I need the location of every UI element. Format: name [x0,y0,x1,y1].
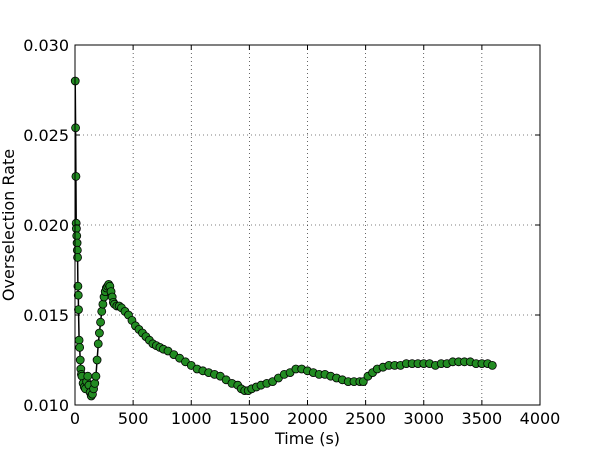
x-tick-label: 3000 [403,409,444,428]
data-point [75,342,85,352]
data-series [70,76,497,401]
x-tick-label: 4000 [520,409,561,428]
data-point [73,290,83,300]
x-tick-label: 3500 [462,409,503,428]
data-point [96,317,105,327]
y-tick-label: 0.020 [23,216,69,235]
data-point [72,238,82,248]
x-tick-label: 1000 [171,409,212,428]
gridlines [75,45,540,405]
data-point [72,231,82,241]
data-point [487,360,497,370]
data-point [71,123,80,133]
data-point [90,378,100,388]
data-point [71,171,81,181]
y-tick-label: 0.015 [23,306,69,325]
data-point [74,305,83,315]
data-point [83,371,93,381]
x-tick-label: 2000 [287,409,328,428]
y-tick-label: 0.010 [23,396,69,415]
data-point [92,355,102,365]
data-point [91,371,101,381]
y-tick-label: 0.030 [23,36,69,55]
x-tick-label: 2500 [345,409,386,428]
data-point [75,355,85,365]
x-tick-label: 500 [118,409,149,428]
data-point [93,339,103,349]
x-axis-label: Time (s) [274,429,340,448]
data-point [97,306,107,316]
y-axis-label: Overselection Rate [0,149,18,301]
x-tick-label: 0 [70,409,80,428]
x-tick-label: 1500 [229,409,270,428]
y-tick-label: 0.025 [23,126,69,145]
data-point [73,281,83,291]
data-point [98,299,108,309]
data-point [71,224,81,234]
data-point [74,335,84,345]
data-point [95,328,104,338]
data-point [73,252,82,262]
axis-ticks: 0 500 1000 1500 2000 2500 3000 3500 4000 0.010 0.0… [23,36,560,428]
